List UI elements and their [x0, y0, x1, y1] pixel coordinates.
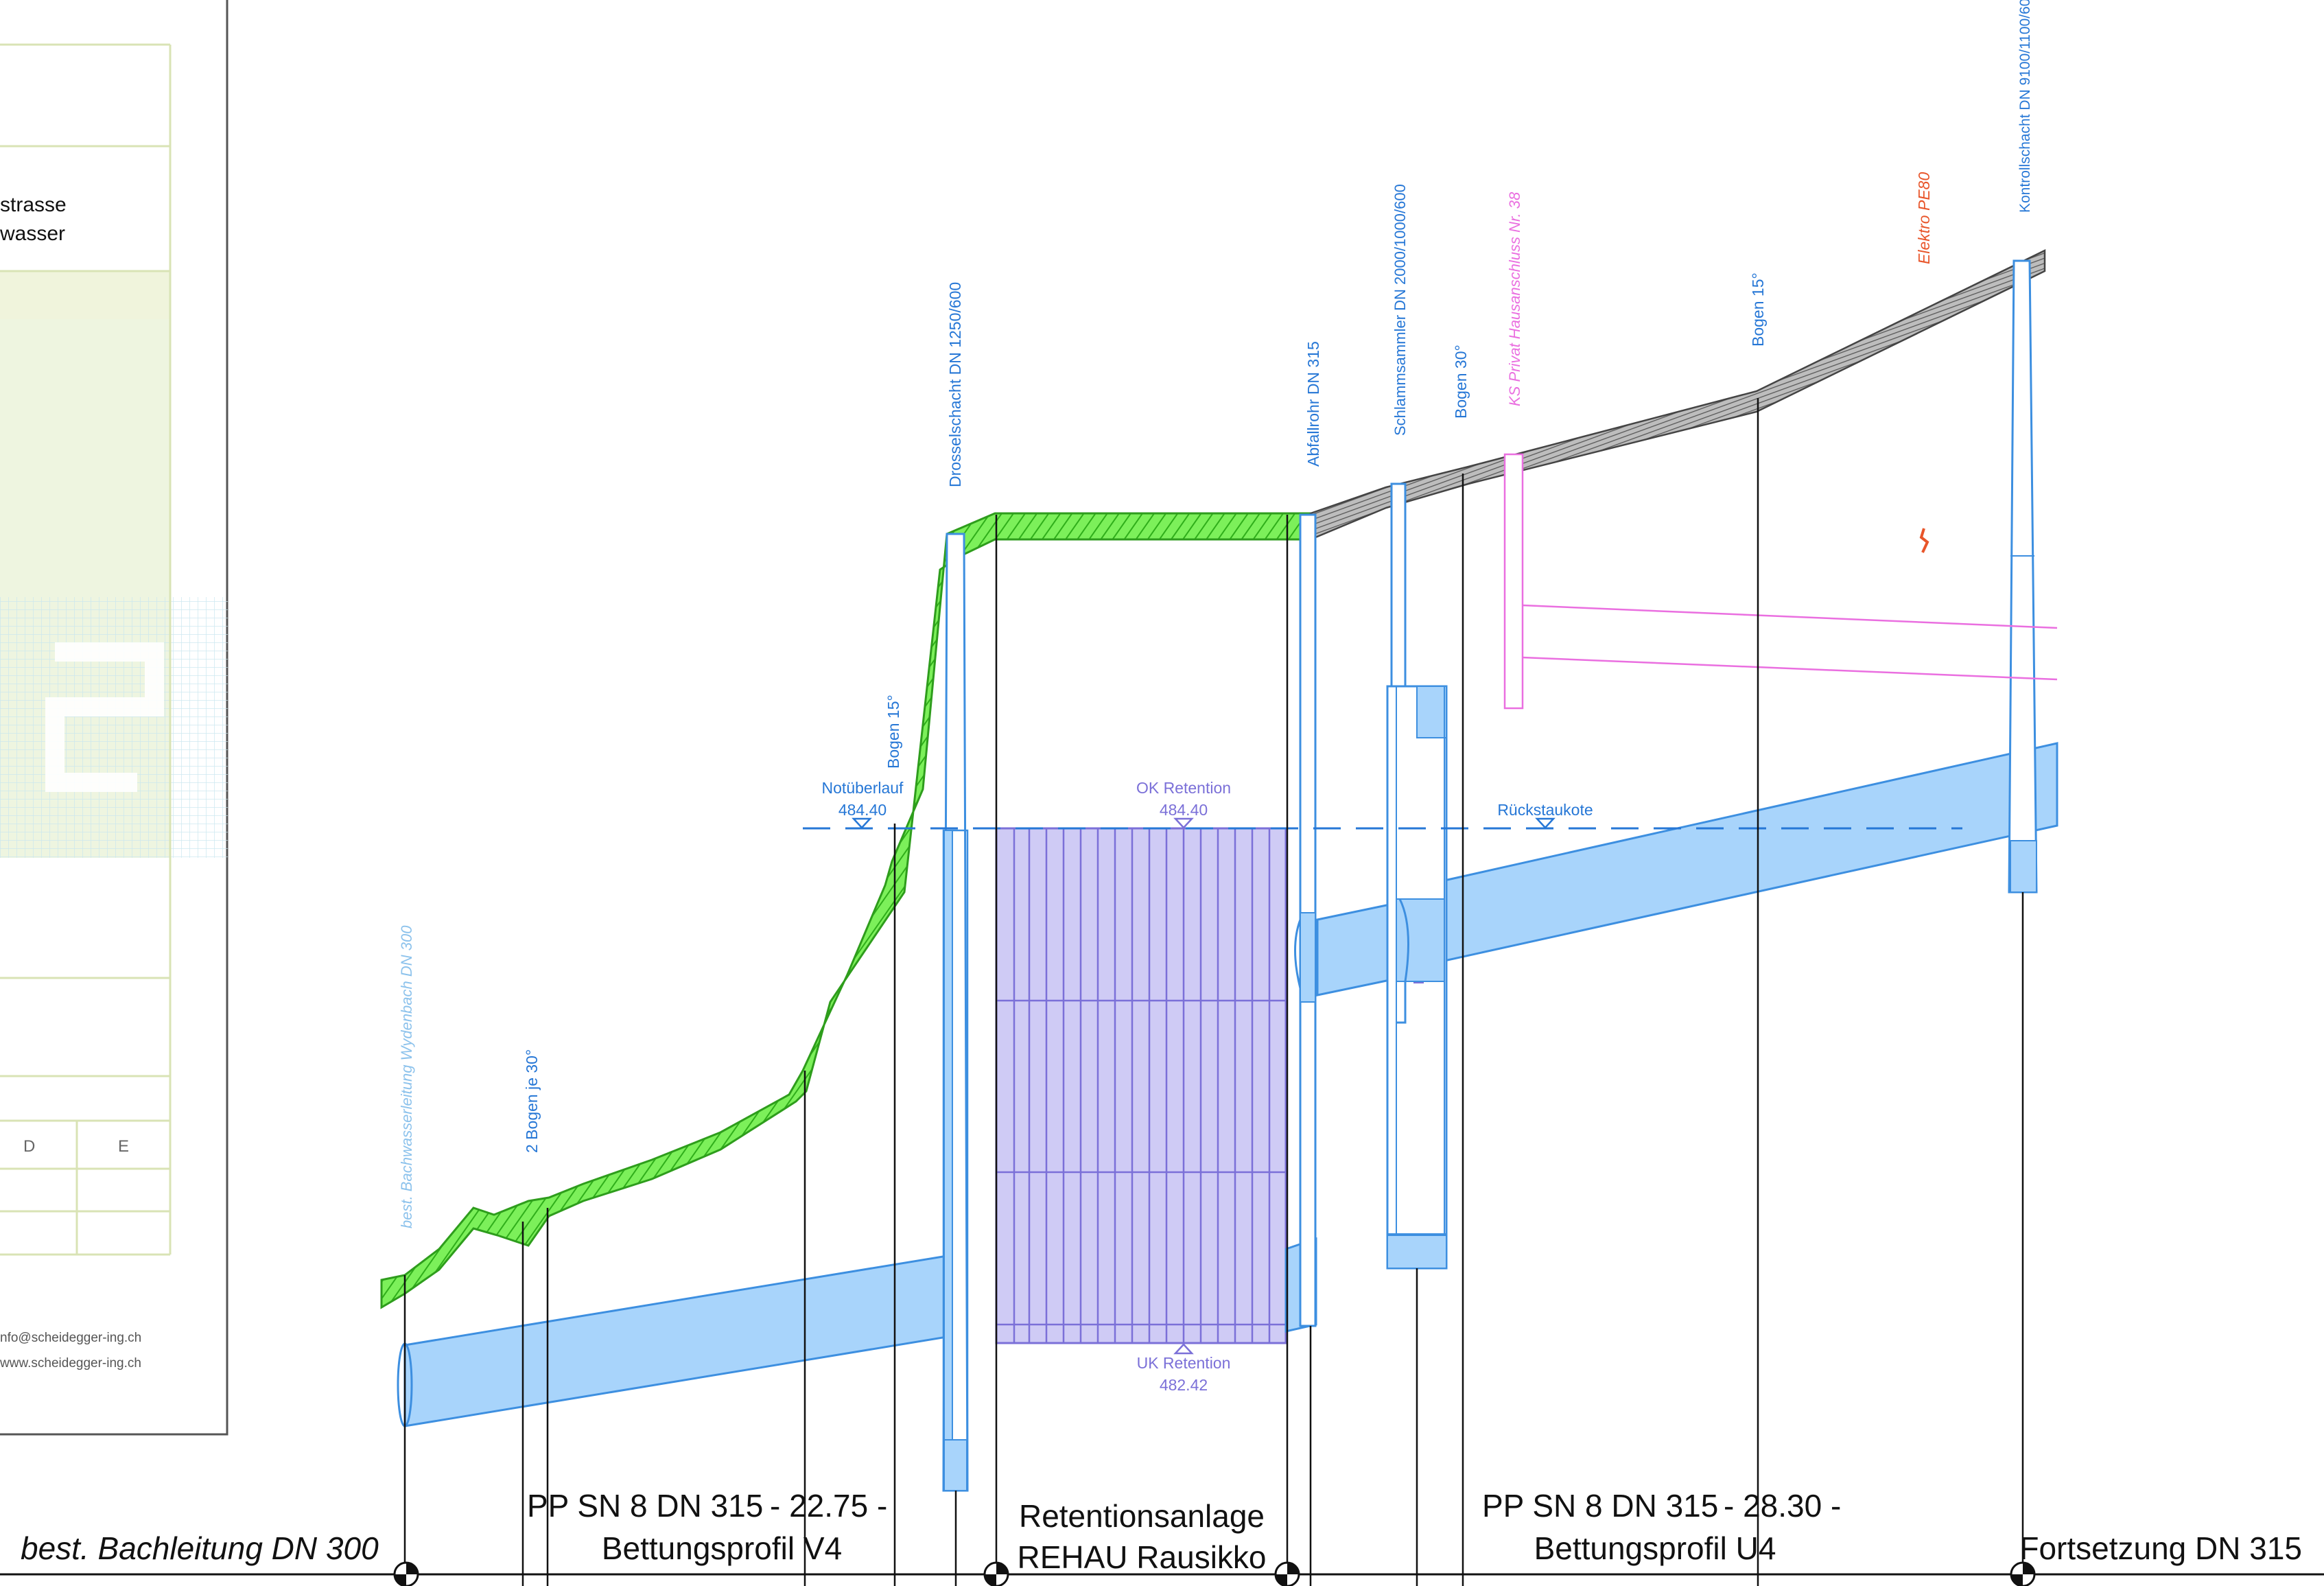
- label-seg2-pipe: PP SN 8 DN 315: [1482, 1488, 1718, 1524]
- ok-retention-label: OK Retention: [1136, 779, 1231, 797]
- drosselschacht-shaft: [942, 533, 969, 1492]
- rueckstau-level: Rückstaukote: [1497, 801, 1593, 829]
- label-seg1-length: - 22.75 -: [770, 1488, 887, 1524]
- station-marker-3: [1274, 1561, 1300, 1586]
- uk-retention-label: UK Retention: [1137, 1354, 1231, 1372]
- uk-retention-level: UK Retention 482.42: [1137, 1343, 1231, 1394]
- label-ks-privat: KS Privat Hausanschluss Nr. 38: [1506, 191, 1523, 406]
- title-block-col-e: E: [118, 1137, 129, 1156]
- notueberlauf-level: Notüberlauf 484.40: [822, 779, 904, 829]
- title-block: strasse wasser D E nfo@scheidegger-ing.c…: [0, 0, 228, 1436]
- label-seg2-length: - 28.30 -: [1724, 1488, 1841, 1524]
- title-block-email: nfo@scheidegger-ing.ch: [0, 1331, 141, 1345]
- title-block-grid-pattern: [0, 597, 228, 858]
- label-seg1-bedding: Bettungsprofil V4: [602, 1530, 842, 1566]
- label-bogen30: Bogen 30°: [1452, 345, 1470, 419]
- title-block-web: www.scheidegger-ing.ch: [0, 1356, 141, 1371]
- label-best-bachwasserleitung: best. Bachwasserleitung Wydenbach DN 300: [398, 925, 415, 1228]
- label-retention-line2: REHAU Rausikko: [1018, 1539, 1267, 1575]
- ok-retention-level: OK Retention 484.40: [1136, 779, 1231, 829]
- schlammsammler-shaft: [1386, 482, 1448, 1270]
- kontrollschacht-shaft: [2008, 259, 2038, 894]
- label-seg1-pipe: PP SN 8 DN 315: [527, 1488, 763, 1524]
- label-2-bogen: 2 Bogen je 30°: [523, 1049, 541, 1153]
- uk-retention-triangle: [1173, 1343, 1194, 1355]
- label-bogen15-right: Bogen 15°: [1749, 272, 1767, 347]
- label-bogen15-left: Bogen 15°: [884, 695, 902, 769]
- abfallrohr-riser: [1294, 513, 1317, 1327]
- station-marker-4: [2010, 1561, 2036, 1586]
- ks-privat-hausanschluss: [1503, 453, 2058, 710]
- station-lines: [403, 398, 2024, 1586]
- title-block-logo-mark: [45, 642, 164, 792]
- notueberlauf-label: Notüberlauf: [822, 779, 904, 797]
- label-elektro-pe80: Elektro PE80: [1915, 172, 1933, 264]
- title-block-col-d: D: [23, 1137, 35, 1156]
- pipe-bachleitung-dn300-left: [403, 1255, 948, 1427]
- notueberlauf-triangle: [852, 817, 872, 829]
- label-fortsetzung: Fortsetzung DN 315: [2019, 1530, 2302, 1566]
- label-best-bachleitung: best. Bachleitung DN 300: [21, 1530, 379, 1566]
- label-abfallrohr: Abfallrohr DN 315: [1304, 341, 1322, 467]
- title-block-frame: [0, 43, 172, 1256]
- notueberlauf-value: 484.40: [838, 801, 887, 819]
- ok-retention-value: 484.40: [1160, 801, 1208, 819]
- label-retention-line1: Retentionsanlage: [1019, 1498, 1265, 1534]
- rueckstau-label: Rückstaukote: [1497, 801, 1593, 819]
- title-block-line-1: strasse: [0, 194, 67, 216]
- label-drosselschacht: Drosselschacht DN 1250/600: [946, 282, 964, 487]
- label-kontrollschacht: Kontrollschacht DN 9100/1100/60: [2017, 0, 2033, 213]
- pipe-pp-dn315-right: [1443, 742, 2058, 962]
- station-marker-2: [983, 1561, 1009, 1586]
- rueckstau-triangle: [1535, 817, 1556, 829]
- label-schlammsammler: Schlammsammler DN 2000/1000/600: [1392, 184, 1409, 436]
- terrain-road-band: [1309, 248, 2046, 541]
- label-seg2-bedding: Bettungsprofil U4: [1534, 1530, 1776, 1566]
- ok-retention-triangle: [1173, 817, 1194, 829]
- elektro-pe80-marker: [1919, 528, 1929, 553]
- retention-system: [995, 827, 1287, 1344]
- uk-retention-value: 482.42: [1160, 1376, 1208, 1394]
- title-block-line-2: wasser: [0, 222, 65, 245]
- station-marker-1: [393, 1561, 419, 1586]
